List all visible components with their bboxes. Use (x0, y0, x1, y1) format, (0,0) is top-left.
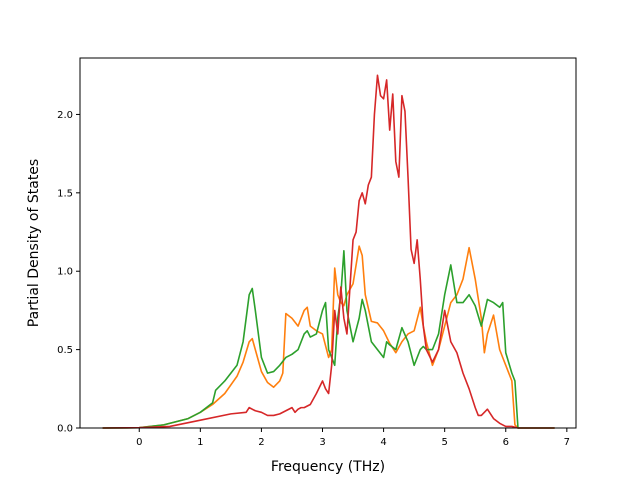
y-axis-ticks: 0.0 0.5 1.0 1.5 2.0 (57, 110, 80, 435)
x-tick-label: 0 (136, 437, 142, 448)
series-line-3 (102, 74, 555, 429)
x-tick-label: 2 (258, 437, 264, 448)
x-tick-label: 5 (441, 437, 447, 448)
y-tick-label: 1.0 (57, 267, 73, 278)
x-tick-label: 4 (380, 437, 386, 448)
series-line-2 (102, 250, 555, 429)
plot-background (80, 58, 576, 428)
x-tick-label: 1 (197, 437, 203, 448)
y-tick-label: 0.0 (57, 424, 73, 435)
y-tick-label: 1.5 (57, 188, 73, 199)
x-axis-ticks: 0 1 2 3 4 5 6 7 (136, 428, 570, 448)
x-tick-label: 7 (564, 437, 570, 448)
series-layer (102, 74, 555, 429)
series-line-1 (102, 245, 555, 429)
x-tick-label: 3 (319, 437, 325, 448)
y-tick-label: 0.5 (57, 345, 73, 356)
x-tick-label: 6 (503, 437, 509, 448)
plot-frame (79, 57, 577, 429)
y-tick-label: 2.0 (57, 110, 73, 121)
x-axis-label: Frequency (THz) (271, 459, 385, 475)
y-axis-label: Partial Density of States (26, 159, 42, 327)
